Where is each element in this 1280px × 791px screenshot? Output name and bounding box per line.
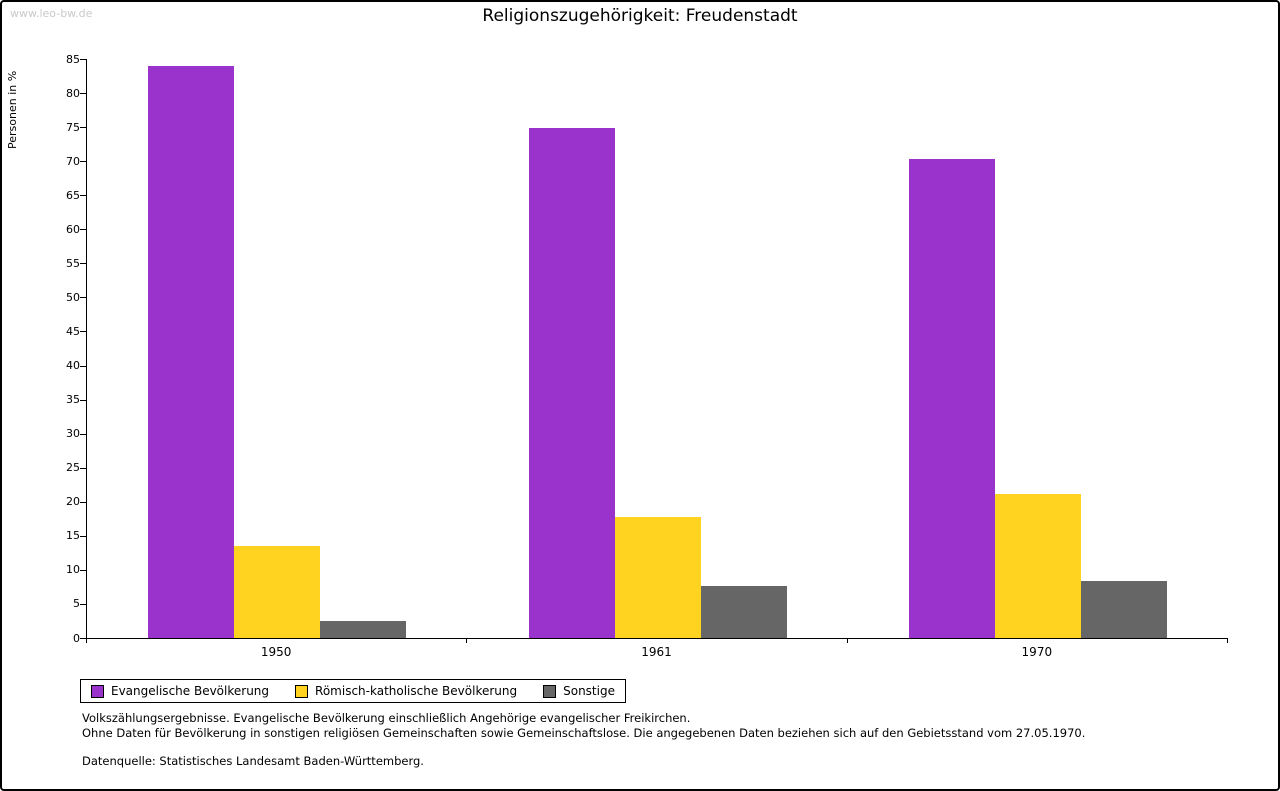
y-tick-label: 85 [66,52,80,66]
y-tick-mark [80,467,86,469]
y-tick-label: 65 [66,188,80,202]
y-tick-mark [80,501,86,503]
y-tick-label: 35 [66,393,80,407]
legend-swatch-2 [543,684,557,698]
plot-area [86,59,1228,639]
y-tick-mark [80,297,86,299]
bar-1970-series-0 [908,159,995,638]
x-category-label: 1961 [641,645,672,659]
y-tick-label: 50 [66,290,80,304]
legend-item-0: Evangelische Bevölkerung [91,684,269,698]
y-tick-mark [80,433,86,435]
y-tick-label: 25 [66,461,80,475]
x-category-label: 1970 [1021,645,1053,659]
y-tick-mark [80,93,86,95]
y-tick-mark [80,161,86,163]
y-tick-label: 80 [66,86,80,100]
footnotes: Volkszählungsergebnisse. Evangelische Be… [82,711,1085,769]
legend-item-2: Sonstige [543,684,615,698]
x-tick-mark [846,639,848,643]
y-tick-mark [80,535,86,537]
y-tick-mark [80,59,86,60]
chart-title: Religionszugehörigkeit: Freudenstadt [482,6,798,26]
footnote-source: Datenquelle: Statistisches Landesamt Bad… [82,754,424,768]
bar-1961-series-2 [700,585,787,638]
bar-1961-series-0 [528,128,615,638]
legend-label-0: Evangelische Bevölkerung [111,684,270,698]
y-tick-label: 30 [66,427,80,441]
y-tick-mark [80,229,86,231]
y-axis-title: Personen in % [6,70,19,150]
y-tick-label: 10 [66,563,80,577]
y-tick-mark [80,569,86,571]
legend-swatch-0 [91,684,104,698]
bar-1950-series-2 [320,620,407,638]
y-tick-label: 55 [66,256,80,270]
bar-1950-series-1 [234,546,321,638]
bar-1970-series-1 [994,493,1081,638]
y-tick-mark [80,331,86,333]
bar-1970-series-2 [1080,580,1167,638]
y-tick-label: 70 [66,154,80,168]
y-tick-label: 40 [66,359,80,373]
bar-1961-series-1 [614,516,701,638]
y-tick-label: 20 [66,495,80,509]
watermark-leo-bw: www.leo-bw.de [10,7,93,20]
footnote-line-1: Volkszählungsergebnisse. Evangelische Be… [82,711,691,725]
y-tick-mark [80,127,86,129]
x-tick-mark [86,639,87,643]
y-tick-label: 5 [73,597,80,611]
y-tick-mark [80,399,86,401]
y-tick-mark [80,603,86,605]
y-tick-mark [80,263,86,265]
x-category-label: 1950 [260,645,292,659]
bar-1950-series-0 [148,65,235,638]
legend-swatch-1 [295,684,309,698]
y-tick-mark [80,195,86,197]
y-tick-label: 60 [66,222,80,236]
y-tick-label: 15 [66,529,80,543]
x-tick-mark [1227,639,1228,643]
legend-item-1: Römisch-katholische Bevölkerung [295,684,517,698]
y-tick-label: 45 [66,324,80,338]
y-tick-label: 75 [66,120,80,134]
y-tick-mark [80,638,86,639]
legend-label-2: Sonstige [563,684,615,698]
y-tick-label: 0 [73,631,80,645]
legend: Evangelische Bevölkerung Römisch-katholis… [80,679,626,703]
y-tick-mark [80,365,86,367]
x-tick-mark [466,639,468,643]
legend-label-1: Römisch-katholische Bevölkerung [315,684,518,698]
footnote-line-2: Ohne Daten für Bevölkerung in sonstigen … [82,726,1086,740]
